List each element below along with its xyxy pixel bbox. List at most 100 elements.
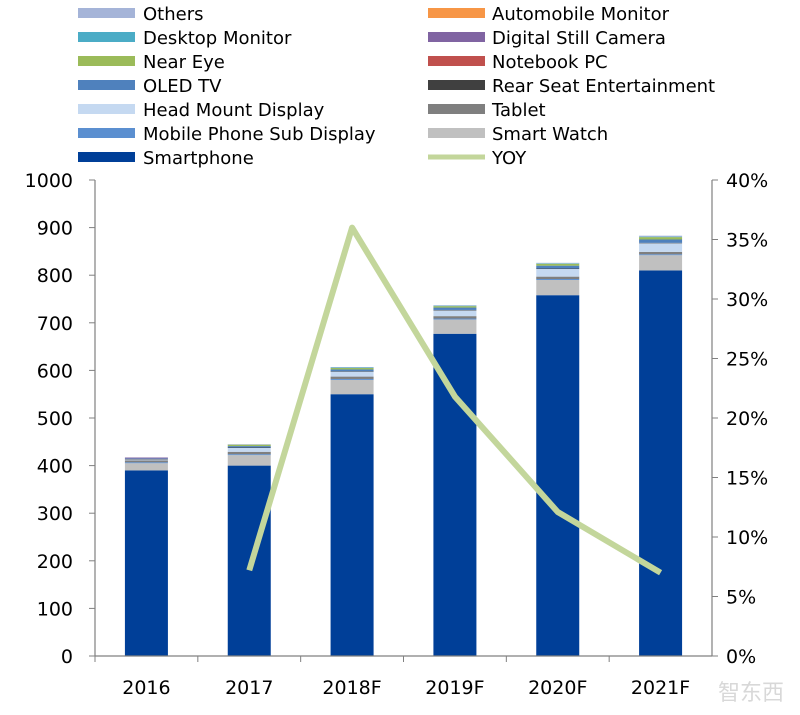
- legend: Others Desktop Monitor Near Eye OLED TV Head…: [78, 4, 715, 169]
- bar-segment-near-eye: [639, 237, 682, 239]
- legend-label-others: Others: [143, 4, 204, 25]
- legend-label-digital-still-camera: Digital Still Camera: [492, 28, 666, 49]
- left-tick-label: 200: [37, 551, 73, 573]
- legend-swatch-oled-tv: [78, 80, 135, 90]
- legend-swatch-tablet: [428, 104, 485, 114]
- bars: [125, 236, 682, 656]
- bar-segment-mobile-phone-sub-display: [639, 254, 682, 255]
- bar-stack-2016: [125, 458, 168, 656]
- bar-segment-head-mount-display: [125, 459, 168, 460]
- x-tick-label: 2017: [225, 677, 273, 699]
- bar-segment-mobile-phone-sub-display: [536, 279, 579, 280]
- bar-segment-oled-tv: [331, 369, 374, 371]
- legend-label-head-mount-display: Head Mount Display: [143, 100, 325, 121]
- bar-segment-smart-watch: [536, 280, 579, 295]
- x-tick-label: 2016: [122, 677, 170, 699]
- left-tick-label: 1000: [25, 170, 73, 192]
- bar-segment-oled-tv: [228, 446, 271, 447]
- x-tick-label: 2018F: [322, 677, 381, 699]
- right-tick-label: 10%: [726, 527, 768, 549]
- bar-segment-head-mount-display: [331, 372, 374, 377]
- right-tick-label: 20%: [726, 408, 768, 430]
- bar-segment-smartphone: [125, 470, 168, 656]
- left-tick-label: 100: [37, 598, 73, 620]
- legend-swatch-head-mount-display: [78, 104, 135, 114]
- legend-label-mobile-phone-sub-display: Mobile Phone Sub Display: [143, 124, 376, 145]
- bar-segment-near-eye: [331, 368, 374, 369]
- bar-segment-smart-watch: [433, 319, 476, 333]
- bar-segment-oled-tv: [639, 240, 682, 243]
- legend-label-desktop-monitor: Desktop Monitor: [143, 28, 292, 49]
- left-tick-label: 400: [37, 456, 73, 478]
- bar-segment-mobile-phone-sub-display: [125, 462, 168, 463]
- legend-swatch-desktop-monitor: [78, 32, 135, 42]
- bar-segment-tablet: [331, 377, 374, 379]
- bar-segment-smart-watch: [228, 455, 271, 465]
- bar-segment-tablet: [536, 277, 579, 279]
- bar-segment-digital-still-camera: [125, 458, 168, 459]
- bar-stack-2019F: [433, 305, 476, 656]
- legend-label-rear-seat-entertainment: Rear Seat Entertainment: [492, 76, 715, 97]
- right-tick-label: 15%: [726, 468, 768, 490]
- bar-segment-smart-watch: [639, 255, 682, 270]
- legend-swatch-near-eye: [78, 56, 135, 66]
- bar-segment-tablet: [433, 316, 476, 318]
- legend-swatch-digital-still-camera: [428, 32, 485, 42]
- bar-segment-tablet: [125, 460, 168, 462]
- bar-segment-smartphone: [536, 295, 579, 656]
- right-tick-label: 35%: [726, 230, 768, 252]
- right-tick-label: 25%: [726, 349, 768, 371]
- left-tick-label: 0: [61, 646, 73, 668]
- bar-segment-mobile-phone-sub-display: [433, 319, 476, 320]
- right-tick-label: 0%: [726, 646, 756, 668]
- x-tick-label: 2019F: [425, 677, 484, 699]
- legend-label-near-eye: Near Eye: [143, 52, 225, 73]
- watermark: 智东西: [718, 681, 784, 706]
- bar-segment-smart-watch: [125, 463, 168, 470]
- bar-segment-smartphone: [331, 394, 374, 656]
- legend-swatch-smartphone: [78, 152, 135, 162]
- x-tick-label: 2020F: [528, 677, 587, 699]
- legend-swatch-smart-watch: [428, 128, 485, 138]
- bar-segment-oled-tv: [433, 308, 476, 310]
- legend-label-smartphone: Smartphone: [143, 148, 254, 169]
- bar-stack-2020F: [536, 263, 579, 656]
- bar-segment-head-mount-display: [639, 243, 682, 252]
- right-tick-label: 5%: [726, 587, 756, 609]
- bar-segment-smartphone: [433, 334, 476, 656]
- left-tick-label: 500: [37, 408, 73, 430]
- bar-segment-head-mount-display: [433, 310, 476, 316]
- legend-swatch-mobile-phone-sub-display: [78, 128, 135, 138]
- legend-swatch-automobile-monitor: [428, 8, 485, 18]
- legend-swatch-rear-seat-entertainment: [428, 80, 485, 90]
- bar-segment-near-eye: [433, 306, 476, 307]
- legend-label-oled-tv: OLED TV: [143, 76, 222, 97]
- legend-label-yoy: YOY: [491, 148, 527, 169]
- right-tick-label: 30%: [726, 289, 768, 311]
- bar-segment-tablet: [228, 452, 271, 454]
- bar-segment-oled-tv: [536, 266, 579, 269]
- bar-segment-tablet: [639, 252, 682, 254]
- bar-segment-smart-watch: [331, 380, 374, 394]
- legend-label-smart-watch: Smart Watch: [492, 124, 608, 145]
- left-tick-label: 800: [37, 265, 73, 287]
- legend-swatch-others: [78, 8, 135, 18]
- bar-segment-head-mount-display: [536, 269, 579, 277]
- bar-stack-2018F: [331, 367, 374, 656]
- bar-stack-2021F: [639, 236, 682, 656]
- x-tick-label: 2021F: [631, 677, 690, 699]
- left-tick-label: 300: [37, 503, 73, 525]
- bar-segment-smartphone: [639, 270, 682, 656]
- bar-segment-mobile-phone-sub-display: [228, 454, 271, 455]
- left-tick-label: 600: [37, 360, 73, 382]
- legend-label-notebook-pc: Notebook PC: [492, 52, 608, 73]
- bar-segment-head-mount-display: [228, 448, 271, 452]
- left-tick-label: 900: [37, 218, 73, 240]
- bar-segment-mobile-phone-sub-display: [331, 379, 374, 380]
- bar-segment-others: [639, 236, 682, 237]
- bar-segment-near-eye: [228, 445, 271, 446]
- left-tick-label: 700: [37, 313, 73, 335]
- right-tick-label: 40%: [726, 170, 768, 192]
- bar-stack-2017: [228, 444, 271, 656]
